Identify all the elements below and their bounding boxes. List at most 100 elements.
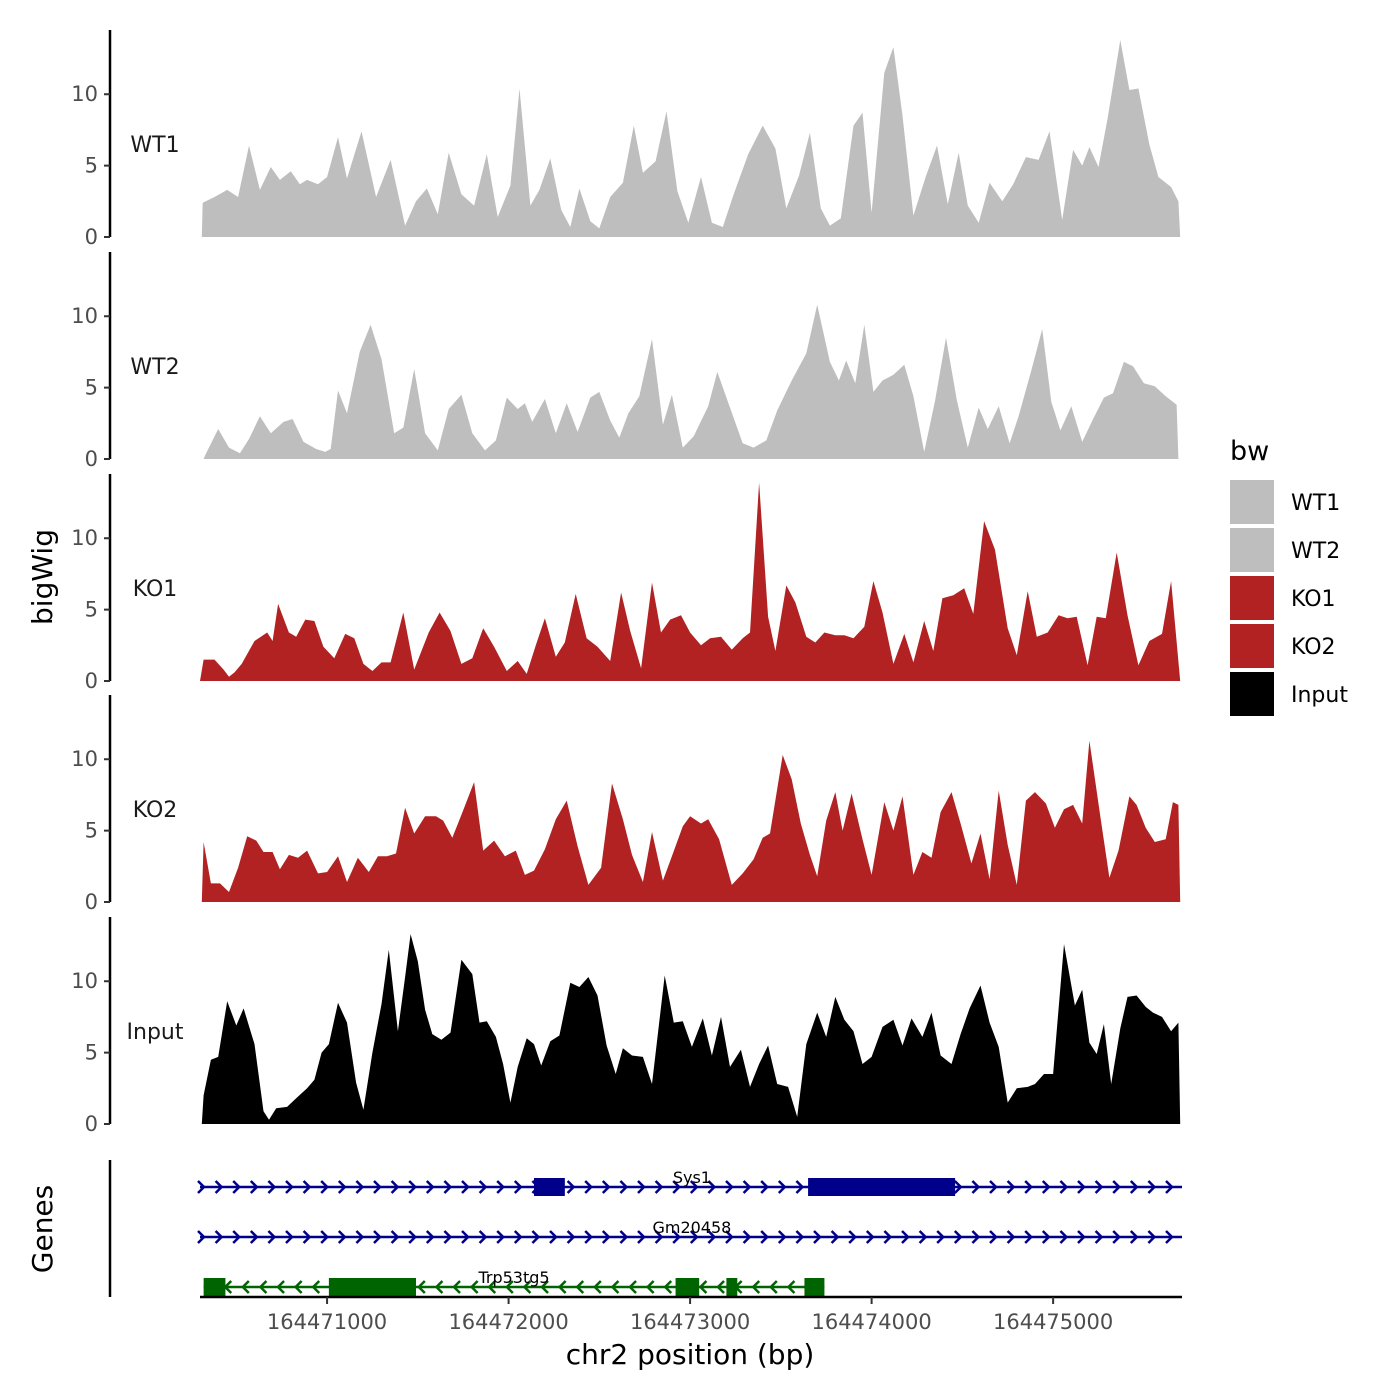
strand-arrow <box>751 1280 761 1294</box>
gene-sys1: Sys1 <box>197 1168 1182 1196</box>
legend: bw WT1 WT2 KO1 KO2 Input <box>1230 436 1348 716</box>
strand-arrow <box>1147 1180 1157 1194</box>
gene-label: Gm20458 <box>652 1218 731 1237</box>
strand-arrow <box>989 1180 998 1194</box>
strand-arrow <box>865 1230 875 1244</box>
y-tick-label: 5 <box>85 154 98 178</box>
strand-arrow <box>566 1230 576 1244</box>
strand-arrow <box>645 1280 655 1294</box>
strand-arrow <box>760 1230 769 1244</box>
strand-arrow <box>408 1230 417 1244</box>
strand-arrow <box>813 1230 822 1244</box>
strand-arrow <box>513 1230 523 1244</box>
strand-arrow <box>549 1230 558 1244</box>
strand-arrow <box>425 1180 435 1194</box>
y-tick-label: 5 <box>85 376 98 400</box>
exon <box>328 1278 417 1296</box>
strand-arrow <box>302 1230 312 1244</box>
strand-arrow <box>425 1230 435 1244</box>
strand-arrow <box>786 1280 796 1294</box>
strand-arrow <box>478 1230 488 1244</box>
y-tick-label: 5 <box>85 598 98 622</box>
strand-arrow <box>513 1180 523 1194</box>
y-tick-label: 10 <box>71 747 98 771</box>
gene-gm20458: Gm20458 <box>197 1218 1182 1244</box>
legend-label: KO1 <box>1291 587 1336 612</box>
track-label: Input <box>127 1020 184 1045</box>
track-label: WT2 <box>130 355 179 380</box>
strand-arrow <box>575 1280 585 1294</box>
strand-arrow <box>434 1280 444 1294</box>
strand-arrow <box>443 1230 453 1244</box>
strand-arrow <box>214 1230 224 1244</box>
strand-arrow <box>390 1230 400 1244</box>
legend-swatch <box>1230 672 1274 716</box>
legend-swatch <box>1230 624 1274 668</box>
strand-arrow <box>487 1280 497 1294</box>
strand-arrow <box>619 1230 629 1244</box>
strand-arrow <box>531 1230 541 1244</box>
track-label: KO2 <box>133 798 178 823</box>
legend-entry-wt1: WT1 <box>1230 480 1340 524</box>
legend-label: WT1 <box>1291 491 1340 516</box>
strand-arrow <box>707 1230 717 1244</box>
x-tick-label: 164474000 <box>811 1310 931 1334</box>
strand-arrow <box>901 1230 910 1244</box>
strand-arrow <box>716 1280 725 1294</box>
strand-arrow <box>663 1280 673 1294</box>
y-tick-label: 10 <box>71 304 98 328</box>
legend-swatch <box>1230 528 1274 572</box>
y-tick-label: 0 <box>85 890 98 914</box>
strand-arrow <box>795 1230 805 1244</box>
strand-arrow <box>373 1180 382 1194</box>
exon <box>726 1278 738 1296</box>
strand-arrow <box>971 1180 981 1194</box>
genes-axis-title: Genes <box>26 1185 59 1273</box>
strand-arrow <box>628 1280 637 1294</box>
strand-arrow <box>443 1180 453 1194</box>
area-wt2 <box>203 304 1179 459</box>
y-tick-label: 5 <box>85 819 98 843</box>
strand-arrow <box>249 1180 259 1194</box>
legend-label: WT2 <box>1291 539 1340 564</box>
strand-arrow <box>601 1230 611 1244</box>
strand-arrow <box>742 1180 752 1194</box>
strand-arrow <box>522 1280 532 1294</box>
strand-arrow <box>214 1180 224 1194</box>
strand-arrow <box>1077 1180 1086 1194</box>
legend-swatch <box>1230 480 1274 524</box>
strand-arrow <box>593 1280 602 1294</box>
strand-arrow <box>452 1280 461 1294</box>
strand-arrow <box>1112 1180 1121 1194</box>
strand-arrow <box>232 1180 241 1194</box>
strand-arrow <box>707 1180 717 1194</box>
exon <box>675 1278 700 1296</box>
legend-swatch <box>1230 576 1274 620</box>
strand-arrow <box>249 1230 259 1244</box>
strand-arrow <box>417 1280 426 1294</box>
strand-arrow <box>320 1180 329 1194</box>
legend-entry-input: Input <box>1230 672 1348 716</box>
strand-arrow <box>320 1230 329 1244</box>
strand-arrow <box>830 1230 840 1244</box>
strand-arrow <box>390 1180 400 1194</box>
track-wt1: 0 5 10 WT1 <box>71 30 1181 249</box>
strand-arrow <box>197 1230 206 1244</box>
x-tick-label: 164475000 <box>993 1310 1113 1334</box>
gene-trp53tg5: Trp53tg5 <box>203 1268 825 1296</box>
strand-arrow <box>689 1180 699 1194</box>
strand-arrow <box>795 1180 805 1194</box>
strand-arrow <box>883 1230 893 1244</box>
strand-arrow <box>540 1280 549 1294</box>
strand-arrow <box>848 1230 857 1244</box>
exon <box>808 1178 956 1196</box>
strand-arrow <box>1041 1180 1051 1194</box>
legend-entry-ko2: KO2 <box>1230 624 1336 668</box>
exon <box>203 1278 226 1296</box>
strand-arrow <box>971 1230 981 1244</box>
strand-arrow <box>461 1180 470 1194</box>
area-ko1 <box>200 482 1181 681</box>
x-tick-label: 164471000 <box>267 1310 387 1334</box>
strand-arrow <box>1041 1230 1051 1244</box>
strand-arrow <box>461 1230 470 1244</box>
